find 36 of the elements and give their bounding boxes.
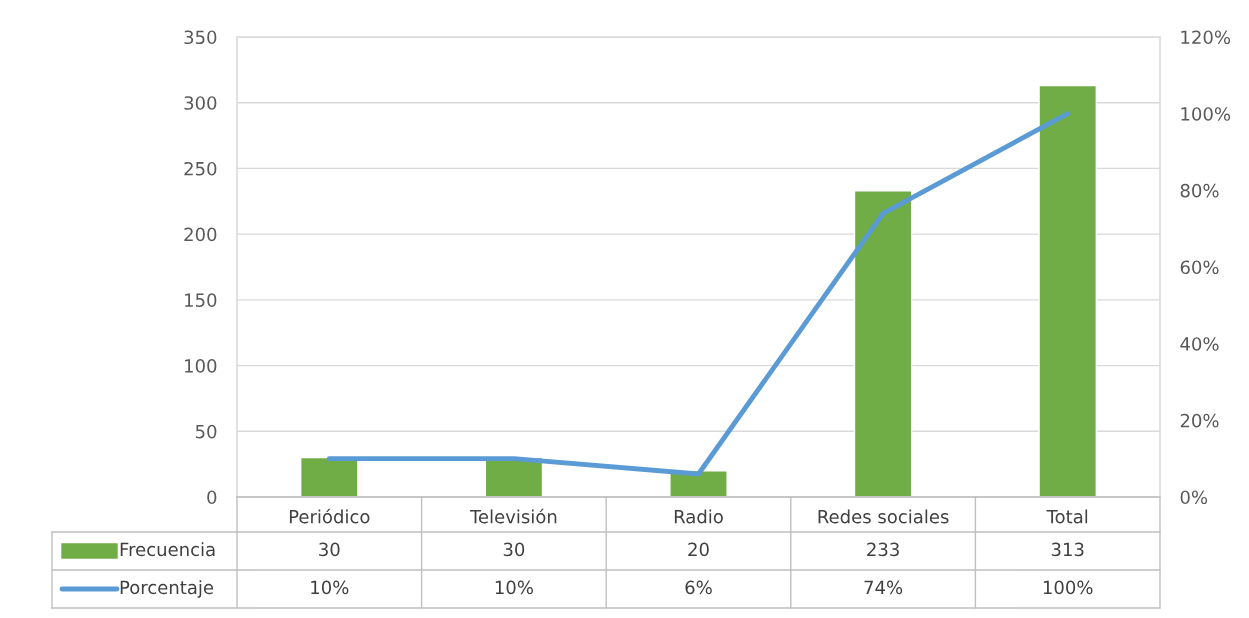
y-tick-label: 350 <box>184 30 217 45</box>
x-tick-label: Periódico <box>289 508 370 524</box>
data-label: 10% <box>311 580 349 595</box>
legend-label: Frecuencia <box>120 542 215 557</box>
x-tick-label: Televisión <box>469 508 557 524</box>
data-label: 30 <box>319 542 340 557</box>
y2-tick-label: 40% <box>1180 337 1219 351</box>
y2-tick-label: 20% <box>1180 413 1219 428</box>
data-label: 74% <box>864 580 903 595</box>
y-tick-label: 250 <box>184 161 217 176</box>
y2-tick-label: 100% <box>1181 107 1231 121</box>
data-label: 6% <box>685 580 712 595</box>
legend-label: Porcentaje <box>120 580 214 598</box>
y-tick-label: 200 <box>184 227 217 242</box>
y2-tick-label: 60% <box>1180 260 1219 275</box>
y-tick-label: 150 <box>185 293 217 307</box>
bar <box>299 456 359 497</box>
y2-tick-label: 0% <box>1180 490 1208 505</box>
data-label: 233 <box>867 542 899 557</box>
x-tick-label: Redes sociales <box>818 509 949 524</box>
data-label: 20 <box>688 542 709 557</box>
y-tick-label: 100 <box>185 359 217 373</box>
bar <box>853 190 913 497</box>
data-label: 100% <box>1043 580 1093 595</box>
data-label: 30 <box>503 542 525 557</box>
x-tick-label: Total <box>1046 509 1088 524</box>
y-tick-label: 300 <box>184 96 217 110</box>
data-label: 313 <box>1051 542 1084 557</box>
y-tick-label: 50 <box>195 424 217 439</box>
y-tick-label: 0 <box>207 490 217 505</box>
data-label: 10% <box>495 580 533 595</box>
line-series <box>326 111 1071 477</box>
x-tick-label: Radio <box>674 509 723 524</box>
bar <box>1038 84 1098 497</box>
y2-tick-label: 80% <box>1180 183 1219 198</box>
y2-tick-label: 120% <box>1181 30 1231 45</box>
